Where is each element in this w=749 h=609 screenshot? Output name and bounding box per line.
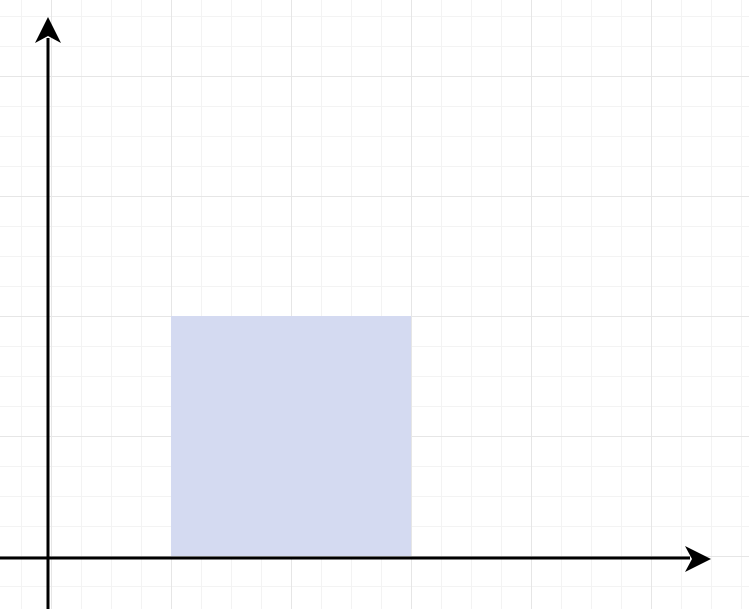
filled-rectangle[interactable]: [171, 316, 411, 556]
y-axis-arrow-icon: [35, 17, 61, 43]
axes: [0, 17, 711, 609]
x-axis-arrow-icon: [685, 546, 711, 572]
